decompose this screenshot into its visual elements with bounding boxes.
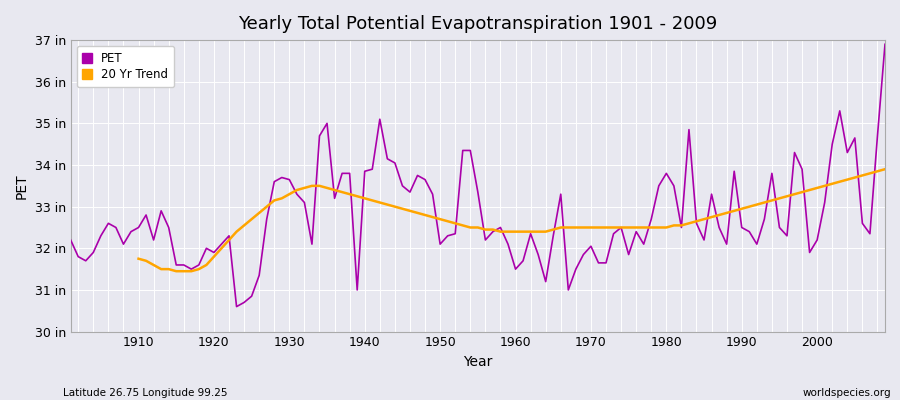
- X-axis label: Year: Year: [464, 355, 492, 369]
- Title: Yearly Total Potential Evapotranspiration 1901 - 2009: Yearly Total Potential Evapotranspiratio…: [238, 15, 717, 33]
- Text: Latitude 26.75 Longitude 99.25: Latitude 26.75 Longitude 99.25: [63, 388, 228, 398]
- Y-axis label: PET: PET: [15, 173, 29, 199]
- Text: worldspecies.org: worldspecies.org: [803, 388, 891, 398]
- Legend: PET, 20 Yr Trend: PET, 20 Yr Trend: [76, 46, 175, 87]
